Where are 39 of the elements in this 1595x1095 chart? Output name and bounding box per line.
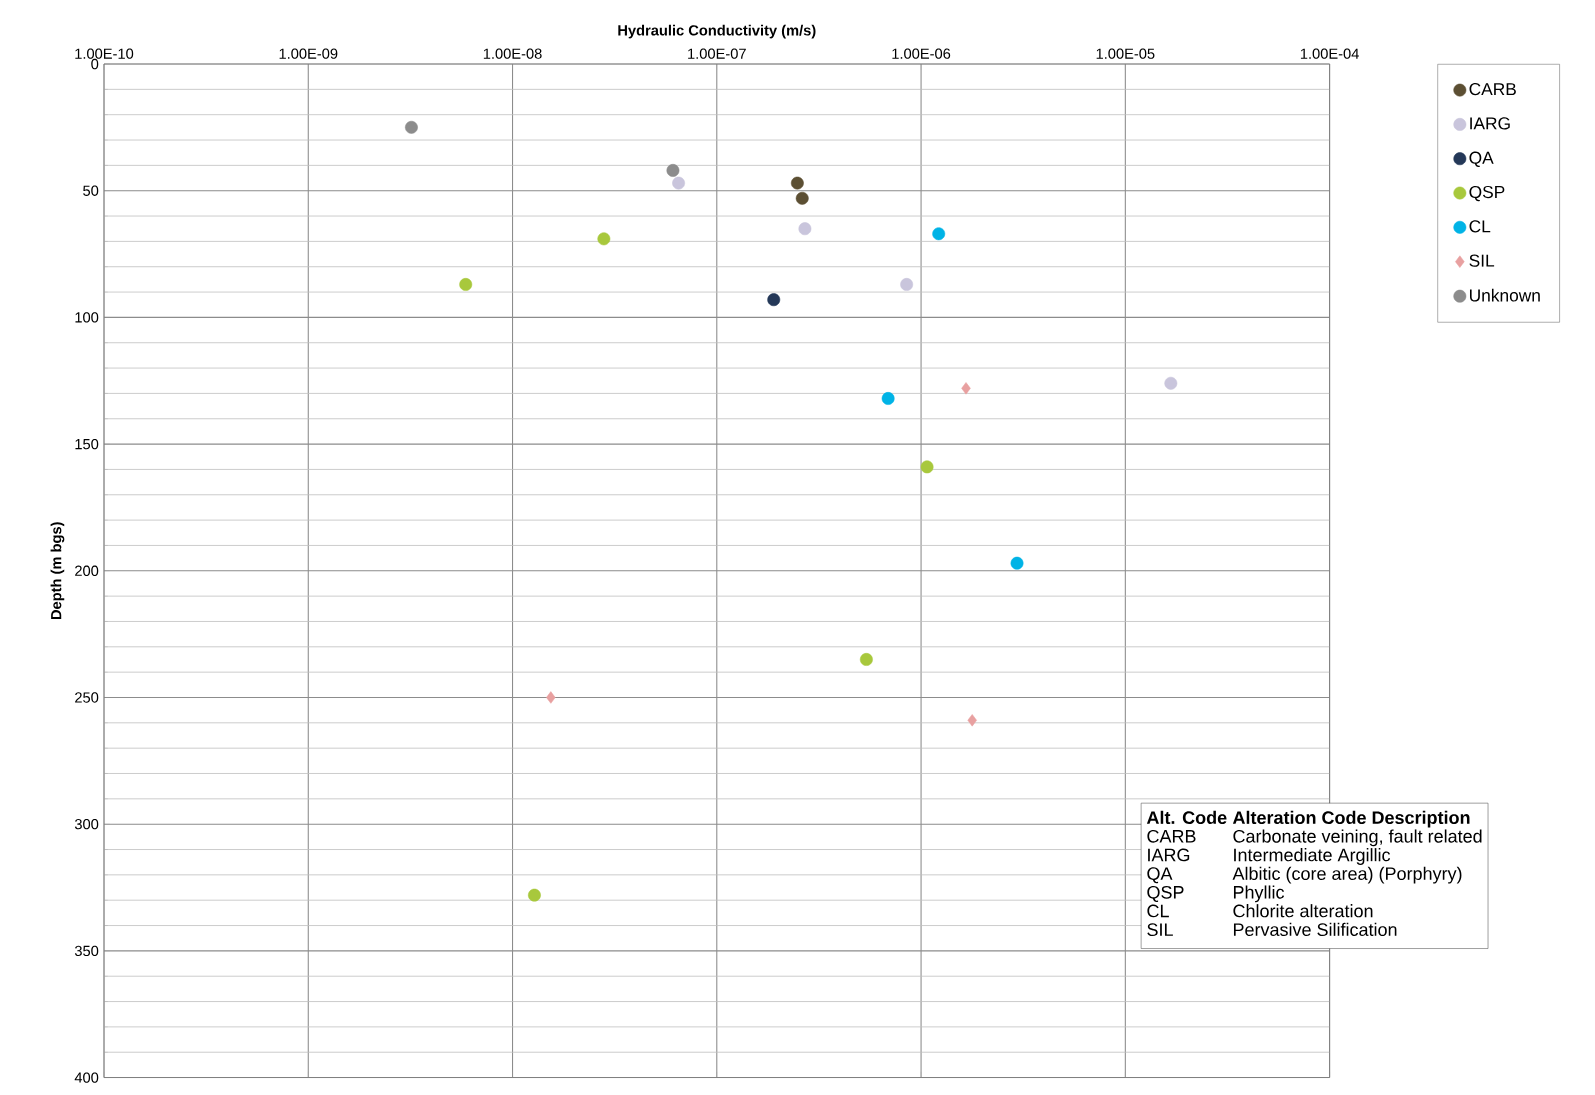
annotation: Chlorite alteration [1233, 904, 1373, 918]
annotation: QSP [1147, 885, 1184, 902]
y-tick-label: 0 [91, 58, 99, 70]
legend-label: Unknown [1469, 288, 1540, 302]
x-axis-title: Hydraulic Conductivity (m/s) [618, 24, 816, 39]
annotation: Phyllic [1233, 885, 1285, 903]
legend-label: CL [1469, 220, 1491, 233]
annotation: Intermediate Argillic [1234, 848, 1391, 865]
x-tick-label: 1.00E-09 [279, 48, 338, 59]
y-tick-label: 400 [74, 1072, 99, 1083]
y-tick-label: 300 [74, 819, 99, 830]
x-tick-label: 1.00E-08 [483, 48, 542, 59]
x-tick-label: 1.00E-06 [892, 48, 951, 59]
annotation: CARB [1147, 829, 1196, 843]
legend-label: IARG [1470, 117, 1510, 130]
legend-label: QSP [1469, 185, 1505, 202]
annotation: CL [1147, 904, 1169, 918]
y-tick-label: 50 [83, 185, 99, 196]
annotation: Carbonate veining, fault related [1233, 829, 1482, 847]
annotation: Albitic (core area) (Porphyry) [1232, 866, 1462, 884]
annotation: Alteration Code Description [1232, 810, 1470, 828]
annotation: QA [1147, 867, 1173, 884]
annotation: SIL [1147, 923, 1173, 937]
x-tick-label: 1.00E-04 [1300, 48, 1359, 59]
legend-label: CARB [1469, 83, 1516, 96]
annotation: Pervasive Silification [1233, 922, 1397, 937]
y-tick-label: 150 [75, 438, 99, 450]
x-tick-label: 1.00E-05 [1096, 48, 1155, 59]
annotation: IARG [1148, 848, 1190, 862]
legend-label: QA [1469, 151, 1494, 168]
y-tick-label: 200 [75, 565, 99, 577]
y-tick-label: 250 [75, 692, 99, 703]
x-tick-label: 1.00E-07 [688, 48, 746, 59]
y-tick-label: 350 [74, 945, 99, 957]
legend-label: SIL [1469, 254, 1495, 267]
annotation: Alt. Code [1146, 810, 1227, 825]
x-tick-label: 1.00E-10 [75, 48, 134, 59]
y-tick-label: 100 [75, 312, 99, 323]
y-axis-title: Depth (m bgs) [50, 522, 65, 620]
